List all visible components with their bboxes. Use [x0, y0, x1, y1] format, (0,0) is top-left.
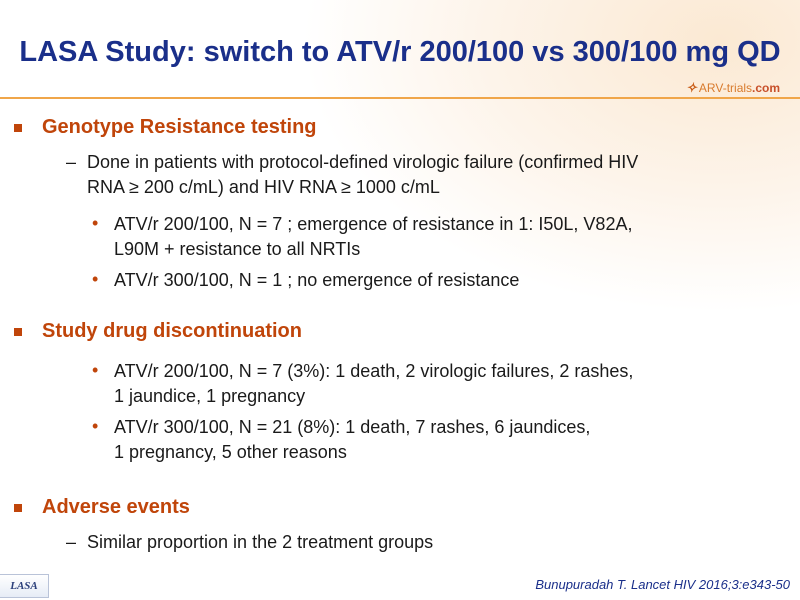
citation: Bunupuradah T. Lancet HIV 2016;3:e343-50: [535, 577, 790, 592]
title-divider: [0, 97, 800, 99]
dot-bullet-icon: •: [92, 416, 99, 436]
square-bullet-icon: [14, 124, 22, 132]
dot-bullet-icon: •: [92, 360, 99, 380]
study-badge: LASA: [0, 574, 49, 598]
logo-text: ARV-trials.com: [698, 81, 781, 95]
dash-bullet-icon: –: [66, 152, 77, 172]
square-bullet-icon: [14, 328, 22, 336]
logo-star-icon: ✧: [686, 80, 697, 95]
square-bullet-icon: [14, 504, 22, 512]
arv-trials-logo: ✧ ARV-trials.com: [686, 78, 780, 98]
dot-bullet-icon: •: [92, 213, 99, 233]
dot-bullet-icon: •: [92, 269, 99, 289]
dash-bullet-icon: –: [66, 532, 77, 552]
slide-title: LASA Study: switch to ATV/r 200/100 vs 3…: [19, 36, 781, 68]
